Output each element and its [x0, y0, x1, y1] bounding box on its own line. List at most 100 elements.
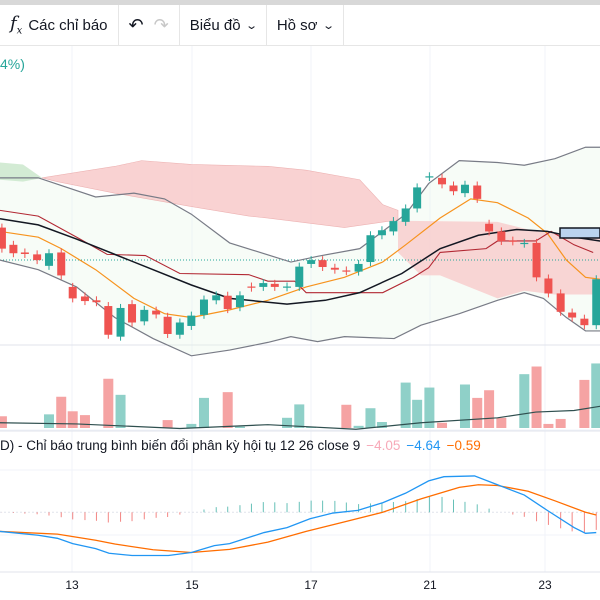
- candle-down: [247, 286, 256, 288]
- candle-up: [425, 176, 434, 178]
- base-line: [0, 218, 600, 305]
- selection-rectangle: [559, 227, 600, 239]
- candle-up: [199, 299, 208, 315]
- candle-down: [532, 242, 541, 278]
- chevron-down-icon: ⌄: [244, 19, 258, 32]
- volume-bar: [341, 404, 352, 428]
- candle-up: [413, 187, 422, 209]
- candle-up: [259, 283, 268, 287]
- candle-up: [44, 253, 53, 266]
- candle-up: [187, 315, 196, 326]
- volume-bar: [353, 425, 364, 428]
- macd-value: −4.64: [406, 438, 441, 453]
- volume-bar: [437, 422, 448, 428]
- macd-signal-value: −0.59: [446, 438, 481, 453]
- candle-down: [9, 244, 18, 254]
- volume-bar: [543, 423, 554, 428]
- volume-bar: [376, 422, 387, 428]
- volume-bar: [186, 423, 197, 428]
- candle-up: [460, 184, 469, 194]
- candle-down: [449, 185, 458, 192]
- volume-bar: [400, 382, 411, 428]
- volume-bar: [591, 363, 600, 428]
- candle-up: [377, 230, 386, 236]
- volume-bar: [496, 417, 507, 428]
- volume-bar: [43, 414, 54, 428]
- indicators-button[interactable]: fx Các chỉ báo: [0, 5, 118, 45]
- candle-up: [212, 295, 221, 301]
- volume-bar: [555, 418, 566, 428]
- candle-up: [235, 295, 244, 308]
- candle-down: [128, 304, 137, 323]
- candle-down: [473, 185, 482, 199]
- volume-bar: [472, 397, 483, 428]
- candle-down: [508, 240, 517, 242]
- candle-down: [497, 231, 506, 241]
- redo-button[interactable]: ↷: [154, 5, 179, 45]
- candle-down: [104, 306, 113, 335]
- divider: [342, 5, 344, 45]
- candle-up: [520, 242, 529, 245]
- volume-bar: [198, 397, 209, 428]
- volume-bar: [234, 426, 245, 428]
- undo-icon: ↶: [128, 14, 144, 35]
- macd-title: D) - Chỉ báo trung bình biến đổi phân kỳ…: [0, 438, 361, 453]
- volume-bar: [519, 374, 530, 428]
- candle-down: [330, 267, 339, 270]
- ichimoku-cloud-bear: [42, 160, 399, 228]
- x-tick: 13: [65, 578, 79, 592]
- volume-bar: [484, 390, 495, 428]
- volume-bar: [79, 415, 90, 428]
- candle-up: [389, 221, 398, 232]
- candle-down: [270, 283, 279, 287]
- candle-down: [80, 296, 89, 302]
- candle-up: [401, 208, 410, 222]
- window-top-strip: [0, 0, 600, 5]
- volume-bar: [115, 394, 126, 428]
- candle-up: [592, 279, 600, 326]
- candle-down: [0, 227, 6, 249]
- chevron-down-icon: ⌄: [321, 19, 335, 32]
- macd-legend: D) - Chỉ báo trung bình biến đổi phân kỳ…: [0, 438, 487, 453]
- volume-bar: [282, 417, 293, 428]
- volume-bar: [162, 420, 173, 428]
- volume-bar: [579, 379, 590, 428]
- candle-down: [33, 254, 42, 261]
- volume-bar: [294, 404, 305, 428]
- volume-bar: [67, 411, 78, 428]
- candle-down: [92, 300, 101, 303]
- chart-menu-label: Biểu đồ: [189, 16, 241, 34]
- volume-bar: [103, 378, 114, 428]
- volume-ma-line: [0, 405, 600, 430]
- profile-menu-label: Hồ sơ: [276, 16, 318, 34]
- divider: [117, 5, 119, 45]
- moving-average-line: [0, 198, 600, 319]
- volume-bar: [0, 416, 7, 428]
- volume-bar: [412, 399, 423, 428]
- candle-down: [556, 293, 565, 312]
- candle-down: [57, 252, 66, 276]
- macd-histogram-value: −4.05: [366, 438, 401, 453]
- candle-up: [307, 260, 316, 264]
- x-tick: 21: [423, 578, 437, 592]
- volume-bar: [365, 408, 376, 428]
- chart-toolbar: fx Các chỉ báo ↶ ↷ Biểu đồ ⌄ Hồ sơ ⌄: [0, 5, 600, 46]
- candle-down: [163, 316, 172, 334]
- candle-down: [438, 177, 447, 185]
- volume-bar: [424, 387, 435, 428]
- volume-bar: [459, 384, 470, 428]
- candle-up: [354, 263, 363, 272]
- change-percent: 4%): [0, 56, 25, 72]
- undo-button[interactable]: ↶: [119, 5, 154, 45]
- x-tick: 23: [538, 578, 552, 592]
- candle-down: [68, 286, 77, 299]
- profile-menu-button[interactable]: Hồ sơ ⌄: [267, 5, 343, 45]
- macd-line: [0, 475, 597, 557]
- chart-menu-button[interactable]: Biểu đồ ⌄: [180, 5, 266, 45]
- fx-icon: fx: [10, 13, 23, 37]
- candle-down: [568, 312, 577, 318]
- candle-down: [342, 270, 351, 272]
- candle-up: [175, 322, 184, 335]
- candle-up: [366, 235, 375, 263]
